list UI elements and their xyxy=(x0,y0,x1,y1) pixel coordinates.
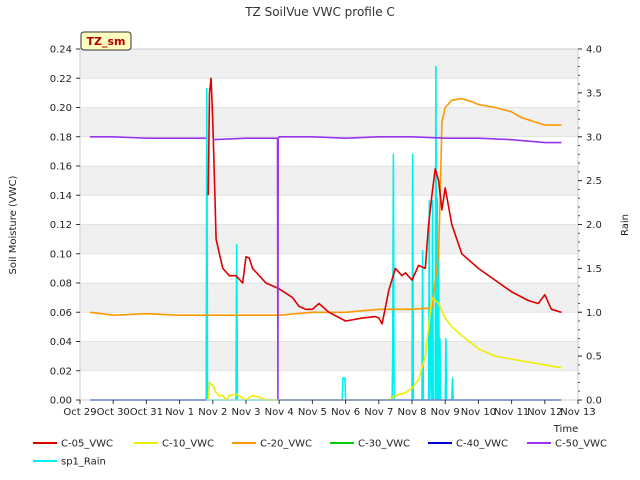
x-tick-label: Nov 7 xyxy=(364,407,393,418)
x-tick-label: Nov 10 xyxy=(461,407,496,418)
y2-tick-label: 2.0 xyxy=(586,220,602,231)
band xyxy=(80,283,578,313)
x-tick-label: Nov 8 xyxy=(397,407,426,418)
x-tick-label: Nov 12 xyxy=(527,407,562,418)
y-tick-label: 0.10 xyxy=(50,249,72,260)
legend: C-05_VWC C-10_VWC C-20_VWC C-30_VWC C-40_VWC… xyxy=(33,439,607,468)
y2-axis-ticks: 0.0 0.5 1.0 1.5 2.0 2.5 3.0 3.5 4.0 xyxy=(578,45,602,407)
x-axis-label: Time xyxy=(553,424,578,435)
band xyxy=(80,107,578,137)
y-tick-label: 0.04 xyxy=(50,337,72,348)
y-axis-label: Soil Moisture (VWC) xyxy=(8,175,19,274)
y-tick-label: 0.18 xyxy=(50,132,72,143)
x-tick-label: Oct 30 xyxy=(97,407,130,418)
y2-tick-label: 3.0 xyxy=(586,132,602,143)
series-line-c-50-vwc xyxy=(90,136,562,401)
x-tick-label: Nov 3 xyxy=(231,407,260,418)
chart-title: TZ SoilVue VWC profile C xyxy=(244,5,395,19)
station-badge-label: TZ_sm xyxy=(87,35,126,48)
y-tick-label: 0.06 xyxy=(50,308,72,319)
x-tick-label: Nov 11 xyxy=(494,407,529,418)
y-tick-label: 0.20 xyxy=(50,103,72,114)
y-tick-label: 0.08 xyxy=(50,279,72,290)
y-tick-label: 0.00 xyxy=(50,396,72,407)
x-tick-label: Nov 6 xyxy=(331,407,360,418)
x-tick-label: Oct 31 xyxy=(130,407,163,418)
band xyxy=(80,49,578,79)
y2-tick-label: 3.5 xyxy=(586,88,602,99)
band xyxy=(80,166,578,196)
x-axis-ticks: Oct 29 Oct 30 Oct 31 Nov 1 Nov 2 Nov 3 Nov 4 No… xyxy=(63,400,596,418)
y-tick-label: 0.14 xyxy=(50,191,72,202)
y-tick-label: 0.22 xyxy=(50,74,72,85)
series-line-c-05-vwc xyxy=(207,77,562,325)
y2-tick-label: 2.5 xyxy=(586,176,602,187)
legend-label: C-40_VWC xyxy=(456,439,508,450)
x-tick-label: Nov 5 xyxy=(298,407,327,418)
y-axis-ticks: 0.00 0.02 0.04 0.06 0.08 0.10 0.12 0.14 0.16 0.18… xyxy=(50,45,80,407)
x-tick-label: Nov 4 xyxy=(265,407,294,418)
y2-tick-label: 0.0 xyxy=(586,396,602,407)
y2-tick-label: 1.0 xyxy=(586,308,602,319)
x-tick-label: Nov 1 xyxy=(165,407,194,418)
band xyxy=(80,224,578,254)
y2-tick-label: 0.5 xyxy=(586,352,602,363)
legend-label: C-20_VWC xyxy=(260,439,312,450)
y2-tick-label: 1.5 xyxy=(586,264,602,275)
y2-tick-label: 4.0 xyxy=(586,45,602,56)
legend-label: C-05_VWC xyxy=(61,439,113,450)
legend-label: C-10_VWC xyxy=(162,439,214,450)
x-tick-label: Nov 13 xyxy=(560,407,595,418)
legend-label: C-30_VWC xyxy=(358,439,410,450)
band xyxy=(80,341,578,371)
y2-axis-label: Rain xyxy=(620,214,631,236)
x-tick-label: Nov 2 xyxy=(198,407,227,418)
x-tick-label: Nov 9 xyxy=(431,407,460,418)
x-tick-label: Oct 29 xyxy=(63,407,96,418)
series-line-c-20-vwc xyxy=(89,97,562,316)
legend-label: C-50_VWC xyxy=(555,439,607,450)
y-tick-label: 0.02 xyxy=(50,366,72,377)
y-tick-label: 0.16 xyxy=(50,162,72,173)
y-tick-label: 0.24 xyxy=(50,45,72,56)
station-badge: TZ_sm xyxy=(80,31,132,51)
y-tick-label: 0.12 xyxy=(50,220,72,231)
legend-label: sp1_Rain xyxy=(61,457,106,468)
